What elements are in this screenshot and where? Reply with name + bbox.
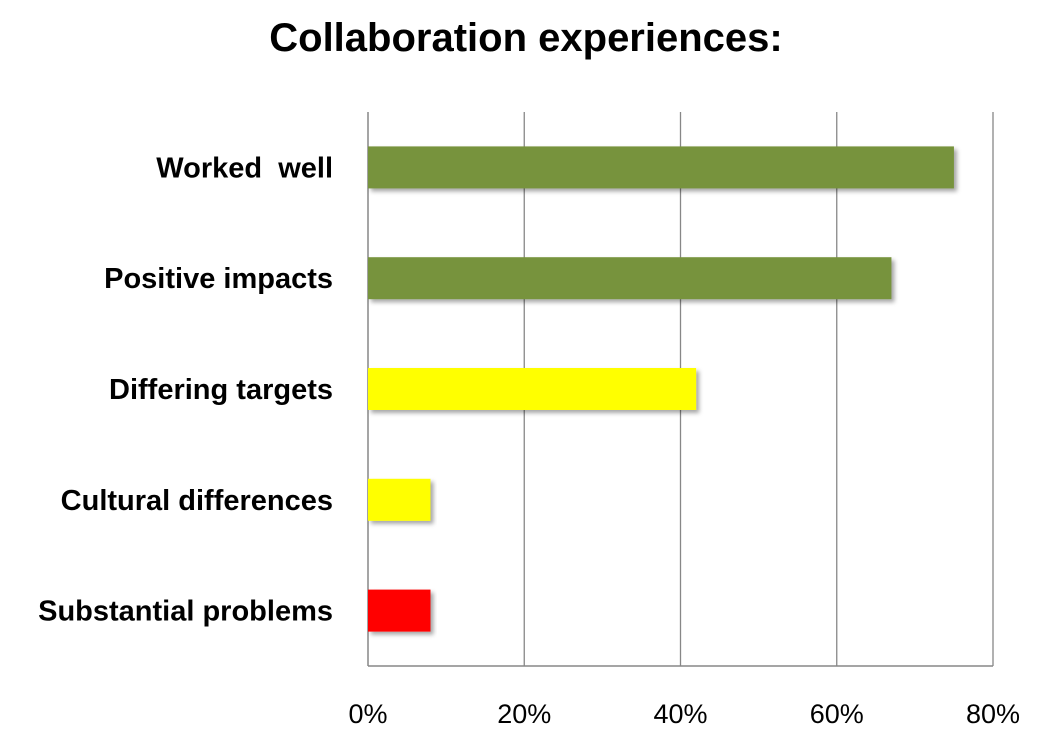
bar [368,478,431,521]
category-label: Substantial problems [38,596,333,628]
chart-title: Collaboration experiences: [269,16,783,60]
x-tick-label: 20% [497,699,551,729]
category-label: Positive impacts [104,263,333,295]
category-label: Worked well [156,152,333,184]
bar [368,589,431,632]
x-tick-label: 40% [653,699,707,729]
x-tick-label: 60% [810,699,864,729]
bar [368,257,892,300]
x-tick-label: 80% [966,699,1020,729]
bar [368,368,697,410]
bar [368,146,954,189]
x-tick-label: 0% [348,699,387,729]
category-label: Cultural differences [61,485,333,517]
category-label: Differing targets [109,374,333,406]
